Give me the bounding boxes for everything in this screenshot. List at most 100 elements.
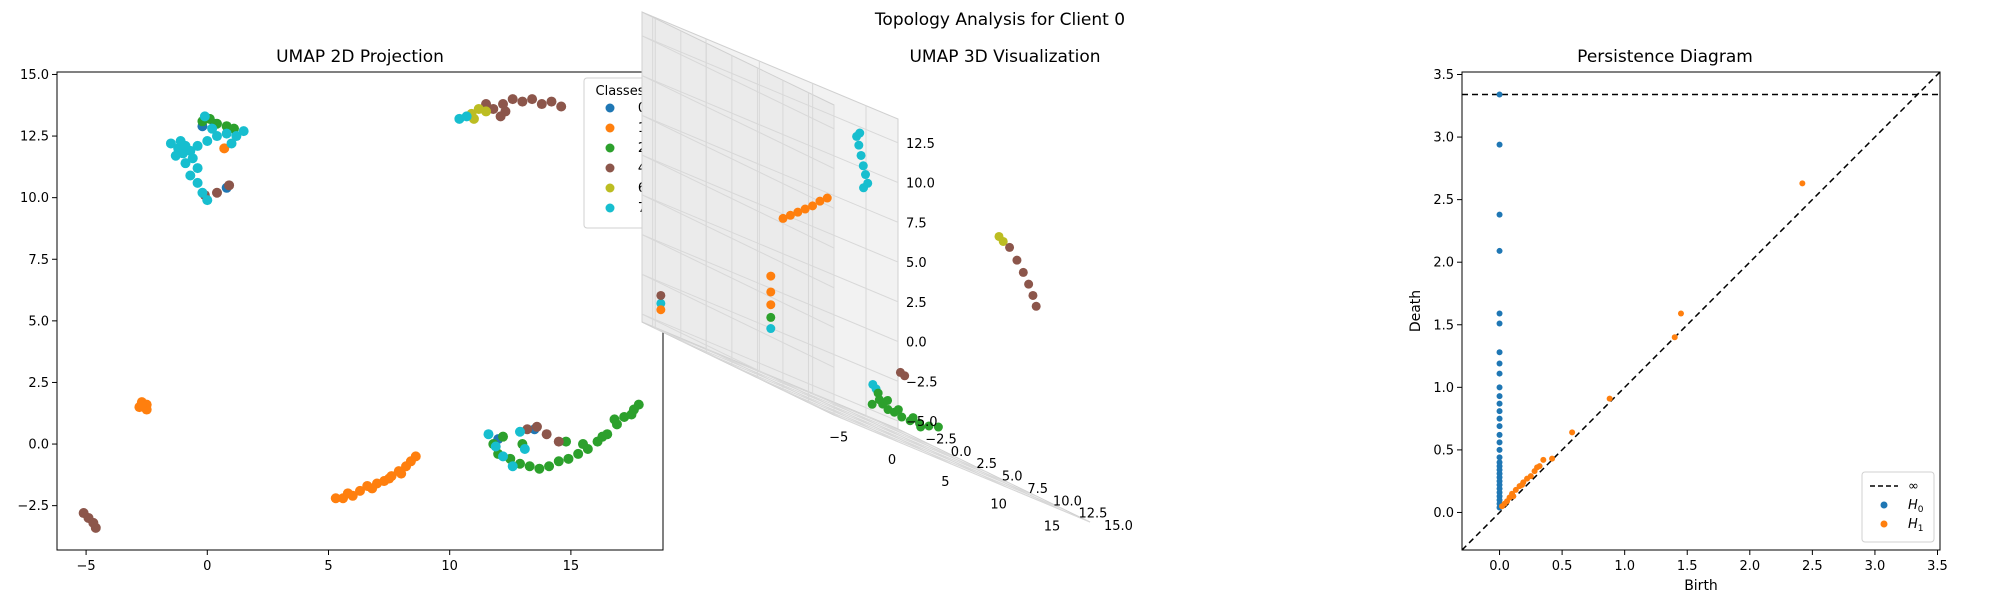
point-class-4 [224, 180, 235, 191]
point-H1 [1569, 429, 1576, 436]
y-tick-label: 3.0 [1433, 131, 1454, 146]
point-class-4 [517, 96, 528, 107]
point-H0 [1496, 446, 1503, 453]
x-tick-label: 15 [563, 559, 580, 574]
legend-marker-6 [605, 183, 615, 193]
point-class-7 [231, 131, 242, 142]
umap-2d-y-axis: −2.5 0.0 2.5 5.0 7.5 10.0 12.5 15.0 [17, 68, 57, 514]
point-H0 [1496, 393, 1503, 400]
point-class-2 [524, 461, 535, 472]
legend-marker-0 [605, 103, 615, 113]
y-tick-label: 7.5 [1027, 482, 1048, 497]
point-class-7 [192, 163, 203, 174]
point-H1 [1540, 456, 1547, 463]
grid-line [641, 194, 899, 303]
persistence-panel: Persistence Diagram 0.0 0.5 1.0 1.5 2.0 2.5 3.… [1408, 47, 1948, 594]
grid-line [757, 377, 1014, 486]
point-class-7 [498, 451, 509, 462]
point-class-1 [815, 196, 825, 206]
point-class-7 [226, 138, 237, 149]
point-class-7 [192, 140, 203, 151]
point-class-7 [175, 135, 186, 146]
point-class-7 [199, 111, 210, 122]
persistence-y-axis: 0.0 0.5 1.0 1.5 2.0 2.5 3.0 3.5 [1433, 68, 1462, 521]
x-tick-label: 5 [324, 559, 332, 574]
point-class-7 [185, 170, 196, 181]
point-class-7 [483, 429, 494, 440]
y-tick-label: 15.0 [20, 68, 49, 83]
grid-line [782, 389, 1040, 498]
persistence-ylabel: Death [1408, 290, 1424, 332]
z-tick-label: 0.0 [906, 336, 927, 351]
legend-marker-H0 [1880, 501, 1888, 509]
point-class-4 [553, 436, 564, 447]
point-class-7 [180, 158, 191, 169]
point-class-2 [867, 399, 877, 409]
point-class-7 [855, 128, 865, 138]
point-class-1 [219, 143, 230, 154]
point-class-4 [900, 371, 910, 381]
point-class-2 [534, 463, 545, 474]
y-tick-label: −2.5 [17, 499, 49, 514]
point-H1 [1677, 310, 1684, 317]
umap-3d-points [656, 128, 1041, 432]
point-class-4 [481, 99, 492, 110]
y-tick-label: 15.0 [1104, 519, 1133, 534]
point-class-4 [1012, 255, 1022, 265]
umap-2d-panel: UMAP 2D Projection −5 0 5 10 15 −2.5 0.0 2.5 5.… [17, 47, 664, 574]
point-class-2 [883, 395, 893, 405]
x-tick-label: 2.5 [1802, 559, 1823, 574]
y-tick-label: 1.0 [1433, 381, 1454, 396]
point-H0 [1496, 384, 1503, 391]
y-tick-label: 5.0 [28, 314, 49, 329]
point-class-1 [766, 287, 776, 297]
y-tick-label: 7.5 [28, 253, 49, 268]
point-class-1 [778, 213, 788, 223]
diagonal-line [1461, 71, 1941, 551]
point-class-2 [626, 409, 637, 420]
point-class-7 [238, 126, 249, 137]
legend-marker-7 [605, 203, 615, 213]
point-class-4 [1005, 242, 1015, 252]
point-class-7 [211, 131, 222, 142]
point-class-2 [633, 399, 644, 410]
point-class-2 [897, 412, 907, 422]
y-tick-label: 2.5 [1433, 193, 1454, 208]
persistence-frame [1461, 71, 1941, 551]
grid-line [641, 313, 899, 422]
grid-line [641, 114, 899, 223]
point-class-1 [793, 207, 803, 217]
point-class-2 [893, 405, 903, 415]
point-H0 [1496, 247, 1503, 254]
point-H1 [1510, 493, 1517, 500]
point-H0 [1496, 349, 1503, 356]
point-H0 [1496, 423, 1503, 430]
point-class-7 [656, 298, 666, 308]
point-class-7 [165, 138, 176, 149]
y-tick-label: 2.0 [1433, 256, 1454, 271]
grid-line [641, 154, 835, 249]
point-H1 [1499, 503, 1506, 510]
z-tick-label: 7.5 [906, 216, 927, 231]
point-H0 [1496, 439, 1503, 446]
point-class-2 [609, 414, 620, 425]
x-tick-label: −5 [77, 559, 96, 574]
point-H0 [1496, 141, 1503, 148]
y-tick-label: 0.5 [1433, 443, 1454, 458]
point-class-4 [656, 290, 666, 300]
point-class-7 [859, 183, 869, 193]
point-class-7 [854, 140, 864, 150]
y-tick-label: 10.0 [1053, 494, 1082, 509]
y-tick-label: 10.0 [20, 191, 49, 206]
point-class-1 [367, 483, 378, 494]
point-class-2 [933, 422, 943, 432]
point-class-4 [90, 522, 101, 533]
point-class-7 [187, 153, 198, 164]
point-class-4 [546, 96, 557, 107]
umap-2d-x-axis: −5 0 5 10 15 [77, 550, 580, 574]
point-class-7 [856, 150, 866, 160]
point-class-4 [1018, 267, 1028, 277]
